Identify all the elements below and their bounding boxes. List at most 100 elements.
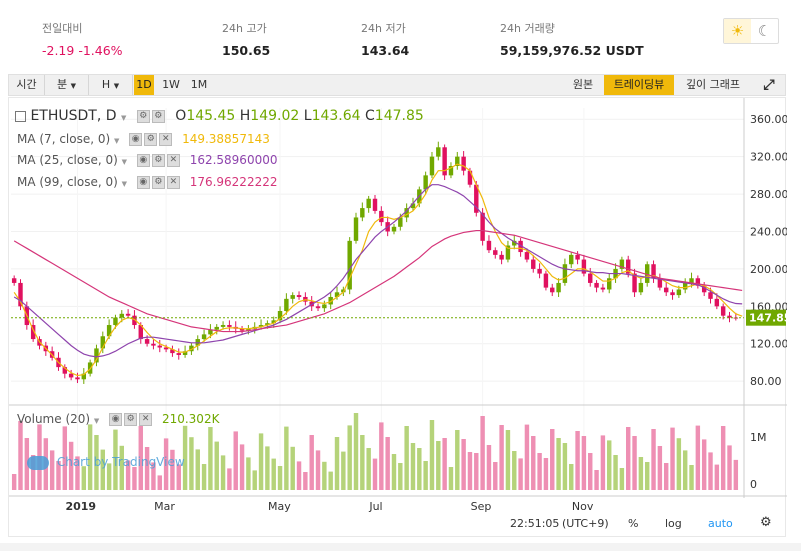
collapse-icon[interactable] (15, 110, 26, 122)
candle-body (398, 217, 403, 227)
stat-low-value: 143.64 (361, 43, 410, 58)
log-scale-button[interactable]: log (665, 517, 682, 530)
caret-down-icon[interactable]: ▼ (121, 158, 128, 166)
settings-icon[interactable]: ⚙ (151, 176, 165, 189)
candle-body (11, 278, 17, 283)
candle-body (410, 203, 416, 209)
fullscreen-icon[interactable]: ⤢ (763, 77, 775, 93)
close-icon[interactable]: ✕ (159, 133, 173, 146)
volume-bar (556, 438, 561, 490)
timezone-label[interactable]: (UTC+9) (562, 517, 609, 530)
hour-dropdown[interactable]: H ▼ (89, 75, 133, 95)
caret-down-icon[interactable]: ▼ (114, 137, 120, 145)
stat-low: 24h 저가 143.64 (361, 20, 409, 58)
candle-body (75, 377, 80, 380)
percent-scale-button[interactable]: % (628, 517, 639, 530)
settings-icon[interactable]: ⚙ (151, 154, 165, 167)
stat-volume-value: 59,159,976.52 USDT (500, 43, 644, 58)
volume-bar (682, 450, 688, 490)
gear-icon[interactable]: ⚙ (151, 109, 165, 123)
volume-bar (600, 435, 606, 490)
candle-body (493, 250, 498, 255)
eye-icon[interactable]: ◉ (109, 413, 123, 426)
chart-area[interactable]: 360.00 320.00 280.00 240.00 200.00 160.00 120.… (8, 97, 787, 538)
volume-bar (271, 458, 276, 490)
volume-bar (518, 458, 523, 490)
close-icon[interactable]: ✕ (139, 413, 153, 426)
volume-bar (676, 438, 682, 490)
candle-body (638, 282, 644, 293)
ma99-label: MA (99, close, 0) (17, 175, 118, 189)
ma99-value: 176.96222222 (189, 175, 278, 189)
candle-body (18, 282, 23, 307)
market-stats-bar: 전일대비 -2.19 -1.46% 24h 고가 150.65 24h 저가 1… (0, 0, 801, 70)
symbol-name: ETHUSDT, D (30, 108, 117, 124)
price-chart-svg[interactable]: 360.00320.00280.00240.00200.00160.00120.… (9, 98, 787, 538)
volume-bar (410, 443, 416, 490)
eye-icon[interactable]: ◉ (136, 176, 150, 189)
volume-bar (11, 474, 17, 490)
volume-bar (581, 436, 587, 490)
volume-bar (277, 466, 283, 490)
candle-body (315, 306, 321, 309)
volume-bar (562, 443, 568, 490)
moon-icon[interactable]: ☾ (757, 22, 772, 40)
price-tick-label: 200.00 (750, 263, 787, 276)
volume-tick-label: 1M (750, 431, 767, 444)
gear-icon[interactable]: ⚙ (760, 515, 772, 530)
candle-body (391, 226, 397, 232)
volume-bar (588, 453, 593, 490)
interval-1m[interactable]: 1M (190, 78, 208, 91)
candle-body (277, 311, 283, 321)
settings-icon[interactable]: ⚙ (144, 133, 158, 146)
caret-down-icon[interactable]: ▼ (93, 417, 100, 425)
volume-bar (214, 441, 219, 490)
volume-bar (423, 461, 428, 490)
stat-change: 전일대비 -2.19 -1.46% (42, 20, 123, 58)
volume-bar (670, 427, 675, 490)
volume-bar (94, 435, 99, 490)
volume-bar (663, 463, 669, 490)
close-icon[interactable]: ✕ (166, 176, 180, 189)
eye-icon[interactable]: ◉ (129, 133, 143, 146)
volume-bar (474, 453, 479, 490)
candle-body (353, 217, 359, 241)
original-view-button[interactable]: 원본 (572, 78, 594, 91)
eye-icon[interactable]: ◉ (136, 154, 150, 167)
volume-bar (144, 447, 150, 490)
candle-body (518, 240, 523, 253)
volume-bar (619, 468, 625, 490)
auto-scale-button[interactable]: auto (708, 517, 733, 530)
volume-bar (30, 455, 36, 490)
candle-body (201, 334, 207, 340)
tradingview-button[interactable]: 트레이딩뷰 (604, 75, 674, 95)
caret-down-icon: ▼ (70, 82, 76, 90)
interval-1w[interactable]: 1W (162, 78, 180, 91)
caret-down-icon[interactable]: ▼ (120, 114, 127, 122)
sun-icon[interactable]: ☀ (724, 19, 751, 43)
ma25-value: 162.58960000 (189, 153, 278, 167)
candle-body (524, 252, 530, 260)
settings-icon[interactable]: ⚙ (136, 109, 150, 123)
caret-down-icon[interactable]: ▼ (121, 180, 128, 188)
volume-bar (189, 437, 194, 490)
interval-1d[interactable]: 1D (134, 75, 154, 95)
settings-icon[interactable]: ⚙ (124, 413, 138, 426)
volume-bar (733, 459, 739, 490)
candle-body (569, 254, 574, 265)
minute-dropdown[interactable]: 분 ▼ (45, 75, 89, 95)
candle-body (106, 325, 112, 337)
candle-body (543, 273, 549, 288)
candle-body (727, 315, 732, 318)
volume-bar (613, 455, 618, 490)
time-tick-label: Sep (471, 500, 492, 513)
close-icon[interactable]: ✕ (166, 154, 180, 167)
price-tick-label: 80.00 (750, 375, 782, 388)
tradingview-watermark[interactable]: Chart by TradingView (27, 455, 185, 470)
theme-toggle[interactable]: ☀ ☾ (723, 18, 779, 44)
depth-chart-button[interactable]: 깊이 그래프 (685, 78, 741, 91)
candle-body (94, 348, 99, 363)
time-button[interactable]: 시간 (9, 75, 45, 95)
volume-bar (315, 450, 321, 490)
candle-body (132, 315, 137, 326)
